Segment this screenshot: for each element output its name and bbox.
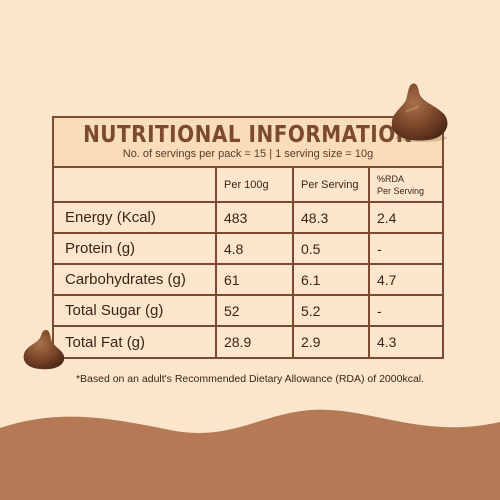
nutrition-table: Per 100g Per Serving %RDA Per Serving Ene… bbox=[54, 168, 442, 357]
table-header-row: Per 100g Per Serving %RDA Per Serving bbox=[54, 168, 442, 203]
panel-title: NUTRITIONAL INFORMATION bbox=[83, 120, 413, 148]
bottom-wave bbox=[0, 409, 500, 500]
row-per100: 52 bbox=[216, 295, 294, 327]
panel-header: NUTRITIONAL INFORMATION No. of servings … bbox=[54, 118, 442, 168]
chocolate-chip-icon bbox=[23, 330, 65, 370]
table-row: Carbohydrates (g) 61 6.1 4.7 bbox=[54, 264, 442, 296]
table-row: Total Sugar (g) 52 5.2 - bbox=[54, 295, 442, 327]
row-perserving: 2.9 bbox=[293, 326, 370, 357]
row-per100: 4.8 bbox=[216, 233, 294, 265]
table-row: Total Fat (g) 28.9 2.9 4.3 bbox=[54, 326, 442, 357]
table-row: Energy (Kcal) 483 48.3 2.4 bbox=[54, 202, 442, 234]
row-label: Energy (Kcal) bbox=[54, 202, 217, 234]
row-per100: 28.9 bbox=[216, 326, 294, 357]
header-cell-empty bbox=[54, 168, 217, 203]
chocolate-chip-icon bbox=[391, 83, 448, 142]
row-rda: 4.3 bbox=[377, 334, 397, 350]
row-perserving: 48.3 bbox=[293, 202, 370, 234]
row-rda: - bbox=[369, 295, 442, 327]
row-per100: 483 bbox=[216, 202, 294, 234]
row-label: Carbohydrates (g) bbox=[54, 264, 217, 296]
row-label: Total Fat (g) bbox=[54, 326, 217, 357]
row-perserving: 0.5 bbox=[293, 233, 370, 265]
rda-footnote: *Based on an adult's Recommended Dietary… bbox=[75, 373, 425, 385]
header-cell-rda: %RDA Per Serving bbox=[369, 168, 442, 203]
nutrition-panel: NUTRITIONAL INFORMATION No. of servings … bbox=[52, 116, 444, 359]
row-perserving: 5.2 bbox=[293, 295, 370, 327]
row-label: Protein (g) bbox=[54, 233, 217, 265]
rda-header-text: %RDA Per Serving bbox=[377, 173, 425, 196]
row-per100: 61 bbox=[216, 264, 294, 296]
row-label: Total Sugar (g) bbox=[54, 295, 217, 327]
serving-info: No. of servings per pack = 15 | 1 servin… bbox=[122, 148, 374, 160]
row-rda: 2.4 bbox=[369, 202, 442, 234]
table-row: Protein (g) 4.8 0.5 - bbox=[54, 233, 442, 265]
row-rda: - bbox=[369, 233, 442, 265]
header-cell-per100: Per 100g bbox=[216, 168, 294, 203]
row-rda: 4.7 bbox=[369, 264, 442, 296]
row-perserving: 6.1 bbox=[293, 264, 370, 296]
header-cell-perserving: Per Serving bbox=[293, 168, 370, 203]
